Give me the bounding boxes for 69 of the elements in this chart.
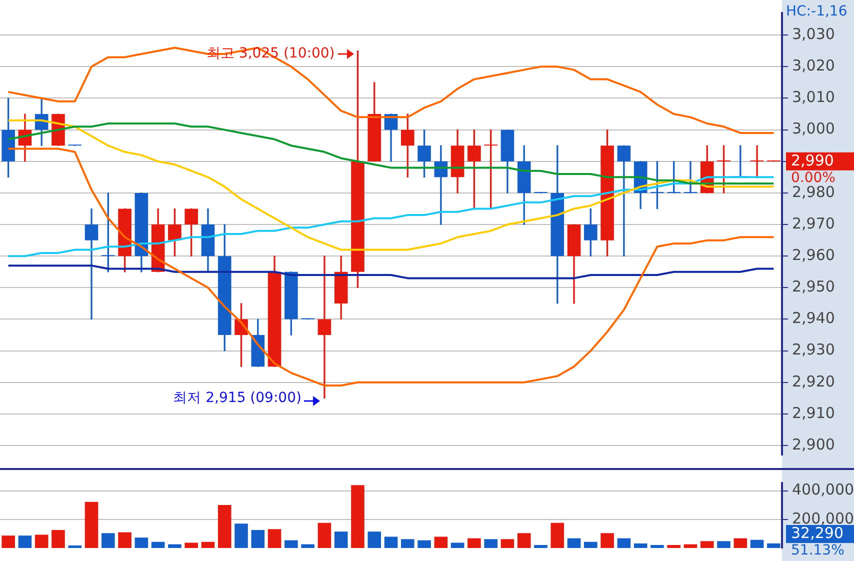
bar [617,538,631,548]
y-tick-label: 2,920 [792,372,835,390]
bar [218,505,232,548]
bar [700,541,714,548]
y-tick-label: 2,950 [792,278,835,296]
bar [567,538,581,548]
y-tick-label: 3,010 [792,88,835,106]
bar [68,545,82,548]
candlestick [684,161,698,194]
bar [684,544,698,548]
candlestick [750,145,764,178]
y-tick-label: 2,970 [792,214,835,232]
bar [184,542,198,548]
y-tick-label: 3,000 [792,120,835,138]
bar [384,536,398,548]
y-tick-label: 2,960 [792,246,835,264]
bar [34,534,48,548]
bar [767,543,780,548]
text: 51.13% [791,542,844,559]
bar [734,538,748,548]
bar [468,538,481,548]
bar [234,524,248,548]
bar [418,540,431,548]
bar [134,538,148,548]
bar [368,532,382,548]
bar [351,485,364,548]
bar [450,542,464,548]
bar [517,533,531,548]
bar [251,530,265,548]
y-tick-label: 2,930 [792,340,835,359]
bar [667,545,681,548]
bar [534,545,548,548]
bar [52,530,65,548]
bar [168,544,182,548]
bar [284,540,298,548]
bar [84,502,98,548]
bar [101,533,115,548]
bar [334,532,348,548]
candlestick [617,145,631,256]
bar [650,545,664,548]
bar [201,542,215,548]
bar [151,542,165,548]
bar [584,542,598,548]
bar [118,532,132,548]
candlestick [318,256,332,398]
y-tick-label: 2,910 [792,404,835,422]
bar [717,541,730,548]
y-tick-label: 2,900 [792,435,835,454]
bar [268,529,282,548]
annotation: 최저 2,915 (09:00) [173,390,302,406]
bar [400,539,414,548]
y-tick-label: 400,000 [792,480,854,499]
bar [318,522,332,548]
bar [600,533,614,548]
bar [434,536,448,548]
bar [500,539,514,548]
y-tick-label: 3,030 [792,24,835,43]
y-tick-label: 2,940 [792,309,835,328]
bar [2,536,15,548]
bar [301,544,314,548]
candlestick [84,208,98,320]
bar [634,543,648,548]
y-tick-label: 3,020 [792,56,835,75]
bar [750,540,764,548]
bar [484,539,498,548]
bar [18,536,32,548]
y-tick-label: 2,990 [791,151,834,170]
bar [550,522,564,548]
text: HC:-1,16 [786,4,848,20]
